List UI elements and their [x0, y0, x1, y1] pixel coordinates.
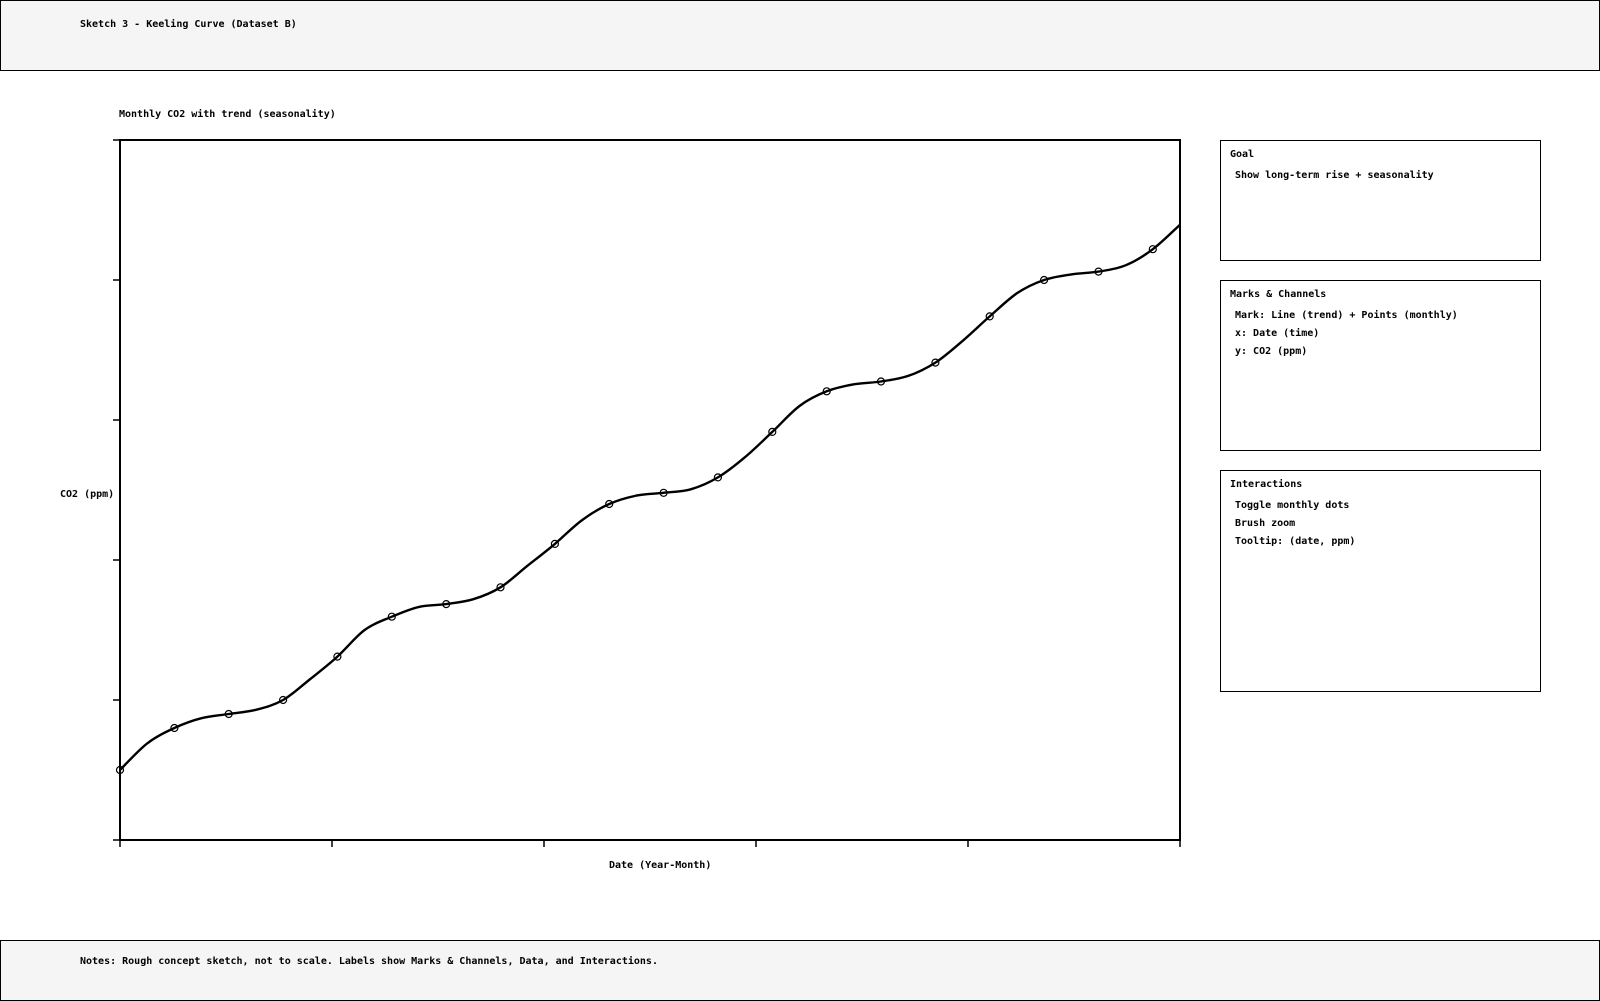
monthly-point[interactable]: [387, 612, 396, 621]
y-axis-label: CO2 (ppm): [60, 489, 115, 500]
chart-title: Monthly CO2 with trend (seasonality): [119, 109, 336, 120]
monthly-point[interactable]: [713, 473, 723, 482]
y-axis-ticks: [113, 139, 120, 841]
interaction-item-toggle-dots: Toggle monthly dots: [1235, 500, 1350, 511]
page-title: Sketch 3 - Keeling Curve (Dataset B): [80, 19, 297, 30]
interactions-panel-title: Interactions: [1230, 479, 1303, 490]
monthly-point[interactable]: [876, 377, 886, 386]
monthly-point[interactable]: [496, 583, 505, 592]
marks-channels-panel-title: Marks & Channels: [1230, 289, 1327, 300]
monthly-point[interactable]: [768, 427, 777, 436]
monthly-point[interactable]: [822, 387, 831, 396]
monthly-point[interactable]: [1039, 275, 1049, 285]
marks-item-y: y: CO2 (ppm): [1235, 346, 1308, 357]
goal-panel-title: Goal: [1230, 149, 1255, 160]
monthly-point[interactable]: [605, 499, 614, 509]
plot-area[interactable]: [119, 139, 1181, 841]
monthly-point[interactable]: [659, 488, 668, 497]
interactions-list: Toggle monthly dots Brush zoom Tooltip: …: [1235, 499, 1355, 553]
marks-channels-list: Mark: Line (trend) + Points (monthly) x:…: [1235, 309, 1458, 363]
interaction-item-brush-zoom: Brush zoom: [1235, 518, 1296, 529]
monthly-points[interactable]: [115, 245, 1157, 775]
monthly-point[interactable]: [170, 723, 179, 733]
goal-item: Show long-term rise + seasonality: [1235, 170, 1434, 181]
goal-list: Show long-term rise + seasonality: [1235, 169, 1434, 187]
monthly-point[interactable]: [550, 539, 560, 549]
monthly-point[interactable]: [1148, 245, 1157, 254]
marks-item-x: x: Date (time): [1235, 328, 1320, 339]
monthly-point[interactable]: [442, 599, 451, 609]
footer: Notes: Rough concept sketch, not to scal…: [0, 940, 1600, 1001]
x-axis-label: Date (Year-Month): [609, 860, 712, 871]
marks-item-mark: Mark: Line (trend) + Points (monthly): [1235, 310, 1458, 321]
monthly-point[interactable]: [224, 709, 233, 719]
monthly-point[interactable]: [333, 652, 342, 661]
monthly-point[interactable]: [115, 765, 125, 775]
header: Sketch 3 - Keeling Curve (Dataset B): [0, 0, 1600, 71]
monthly-point[interactable]: [1094, 267, 1103, 276]
marks-channels-panel: Marks & Channels Mark: Line (trend) + Po…: [1220, 280, 1541, 451]
footer-notes: Notes: Rough concept sketch, not to scal…: [80, 956, 658, 967]
monthly-point[interactable]: [931, 358, 940, 367]
x-axis-ticks: [119, 840, 1181, 847]
monthly-point[interactable]: [279, 695, 288, 705]
monthly-point[interactable]: [985, 312, 994, 321]
co2-trend-line: [119, 223, 1181, 771]
interactions-panel: Interactions Toggle monthly dots Brush z…: [1220, 470, 1541, 692]
interaction-item-tooltip: Tooltip: (date, ppm): [1235, 536, 1356, 547]
goal-panel: Goal Show long-term rise + seasonality: [1220, 140, 1541, 261]
